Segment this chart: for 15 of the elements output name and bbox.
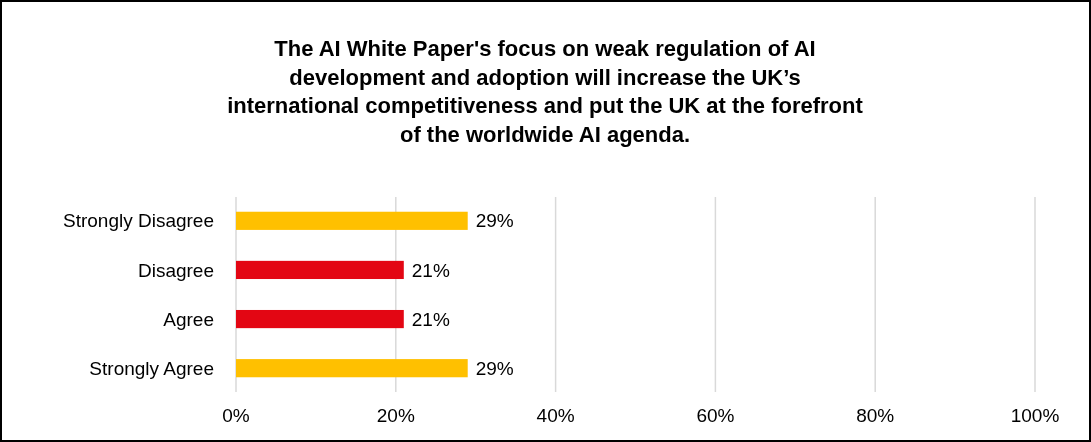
x-tick-label: 0% [222,405,250,426]
y-tick-label: Strongly Agree [89,357,214,379]
y-tick-label: Strongly Disagree [62,210,214,232]
x-tick-label: 80% [856,405,895,426]
x-tick-label: 20% [376,405,415,426]
data-label: 21% [411,259,450,281]
x-tick-label: 100% [1010,405,1060,426]
y-tick-label: Disagree [137,259,214,281]
x-tick-label: 40% [536,405,575,426]
x-tick-label: 60% [696,405,735,426]
y-tick-label: Agree [163,308,214,330]
data-label: 21% [411,308,450,330]
chart-title: The AI White Paper's focus on weak regulation of AI development and adoption will increase the UK’s international competitiveness and put the UK at the forefront of the worldwide AI agenda. [227,36,864,148]
data-label: 29% [475,210,514,232]
data-label: 29% [475,357,514,379]
